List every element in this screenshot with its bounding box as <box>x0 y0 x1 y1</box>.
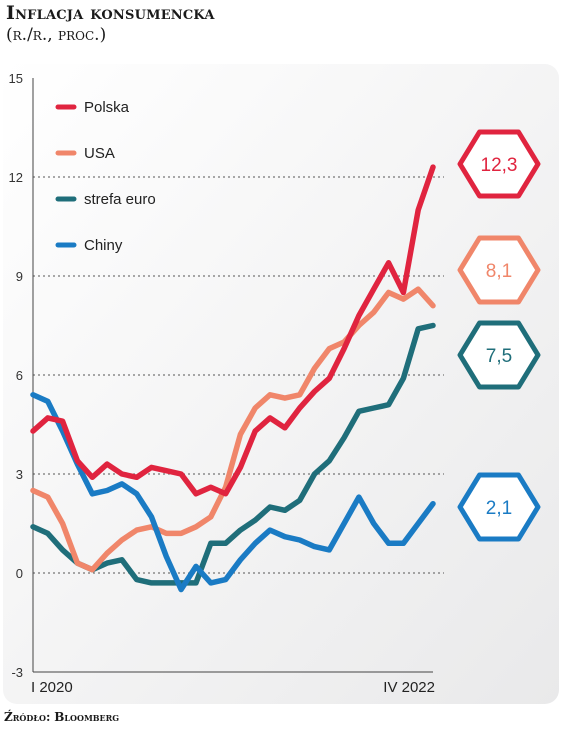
chart-subtitle: (r./r., proc.) <box>6 25 107 45</box>
y-tick-label: -3 <box>11 665 23 680</box>
source-label: Źródło: <box>4 710 51 724</box>
legend-label-chiny: Chiny <box>84 237 123 254</box>
x-tick-label-first: I 2020 <box>31 679 73 696</box>
y-tick-label: 3 <box>16 467 23 482</box>
value-badge-label-polska: 12,3 <box>481 155 518 176</box>
value-badge-label-usa: 8,1 <box>486 261 512 282</box>
value-badge-label-chiny: 2,1 <box>486 498 512 519</box>
series-line-polska <box>30 164 436 497</box>
value-badge-chiny <box>457 472 541 542</box>
legend-label-polska: Polska <box>84 99 130 116</box>
y-tick-label: 6 <box>16 368 23 383</box>
x-tick-label-last: IV 2022 <box>383 679 435 696</box>
value-badge-usa <box>457 235 541 305</box>
y-tick-label: 0 <box>16 566 23 581</box>
chart-panel <box>3 64 559 704</box>
series-line-usa <box>30 286 436 573</box>
source-value: Bloomberg <box>54 710 120 724</box>
value-badge-polska <box>457 129 541 199</box>
y-tick-label: 15 <box>9 71 23 86</box>
series-line-chiny <box>30 392 436 593</box>
y-tick-label: 9 <box>16 269 23 284</box>
value-badge-label-strefa-euro: 7,5 <box>486 346 512 367</box>
legend-label-strefa-euro: strefa euro <box>84 191 156 208</box>
chart-title: Inflacja konsumencka <box>6 2 215 24</box>
legend-label-usa: USA <box>84 145 115 162</box>
value-badge-strefa-euro <box>457 320 541 390</box>
source-note: Źródło: Bloomberg <box>4 710 119 724</box>
series-line-strefa-euro <box>30 322 436 586</box>
y-tick-label: 12 <box>9 170 23 185</box>
